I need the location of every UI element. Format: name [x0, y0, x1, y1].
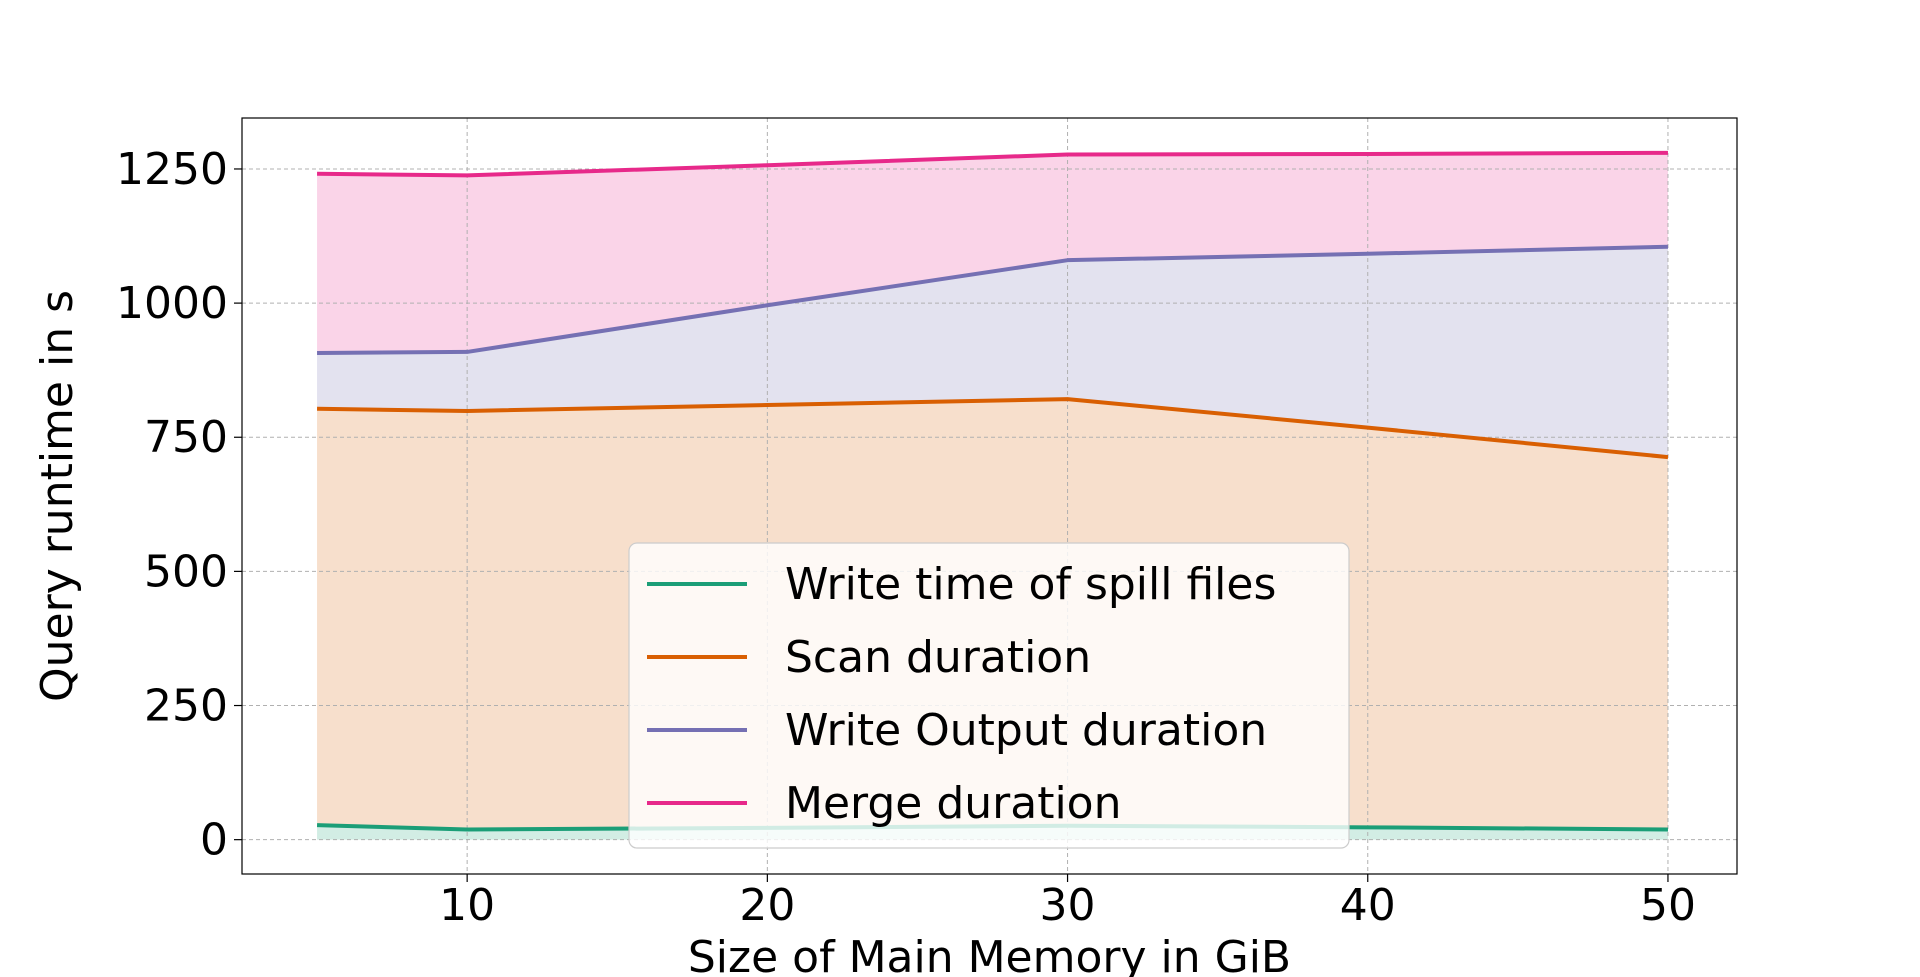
series-line-2 [317, 397, 1669, 460]
area-fill-3 [317, 246, 1668, 458]
x-tick-label: 40 [1340, 880, 1396, 931]
x-tick-label: 20 [739, 880, 795, 931]
y-axis-label: Query runtime in s [32, 290, 83, 702]
legend-label: Write Output duration [785, 705, 1267, 756]
x-tick-label: 30 [1040, 880, 1096, 931]
area-fill-4 [317, 152, 1668, 354]
y-tick-label: 0 [200, 815, 228, 866]
x-tick-label: 10 [439, 880, 495, 931]
y-tick-label: 500 [144, 546, 228, 597]
plot-frame [241, 117, 1738, 875]
legend-box [628, 542, 1350, 849]
legend-label: Write time of spill files [785, 559, 1276, 610]
x-tick-label: 50 [1640, 880, 1696, 931]
y-tick-label: 750 [144, 412, 228, 463]
series-line-4 [317, 150, 1668, 178]
y-tick-label: 1000 [116, 278, 228, 329]
x-axis-ticks: 10 20 30 40 50 [439, 874, 1696, 931]
series-lines [316, 150, 1669, 832]
x-axis-label: Size of Main Memory in GiB [688, 932, 1291, 977]
legend: Write time of spill files Scan duration Wr… [628, 542, 1350, 849]
series-line-3 [317, 244, 1669, 356]
legend-label: Merge duration [785, 778, 1122, 829]
legend-label: Scan duration [785, 632, 1091, 683]
y-tick-label: 250 [144, 681, 228, 732]
y-axis-ticks: 0 250 500 750 1000 1250 [116, 144, 242, 866]
y-tick-label: 1250 [116, 144, 228, 195]
